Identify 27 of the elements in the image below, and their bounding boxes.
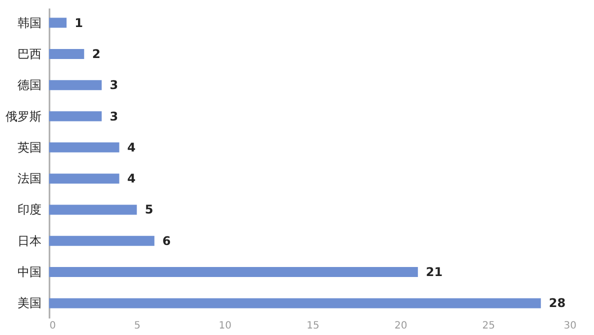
data-label: 4 [127, 172, 136, 186]
data-label: 3 [110, 109, 118, 124]
y-tick-label: 中国 [18, 265, 42, 280]
y-tick-label: 德国 [18, 78, 42, 92]
x-tick-label: 10 [218, 320, 232, 332]
x-tick-label: 0 [50, 320, 56, 332]
y-tick-label: 日本 [18, 234, 42, 248]
y-tick-label: 印度 [18, 202, 42, 217]
y-tick-label: 俄罗斯 [6, 109, 42, 124]
data-label: 1 [74, 16, 83, 30]
data-label: 3 [110, 78, 118, 92]
y-tick-label: 巴西 [18, 46, 42, 61]
data-label: 4 [127, 140, 136, 154]
data-label: 5 [144, 202, 154, 217]
x-tick-label: 5 [134, 320, 141, 332]
data-label: 2 [92, 46, 100, 61]
x-tick-label: 25 [482, 320, 496, 332]
x-tick-label: 15 [306, 320, 320, 332]
x-tick-label: 20 [394, 320, 408, 332]
y-tick-label: 法国 [18, 172, 42, 186]
data-label: 28 [548, 296, 566, 310]
y-tick-label: 英国 [18, 140, 42, 154]
x-tick-label: 30 [564, 320, 576, 332]
data-label: 21 [426, 265, 443, 280]
data-label: 6 [162, 234, 171, 248]
y-tick-label: 美国 [18, 296, 42, 310]
y-tick-label: 韩国 [18, 16, 42, 30]
